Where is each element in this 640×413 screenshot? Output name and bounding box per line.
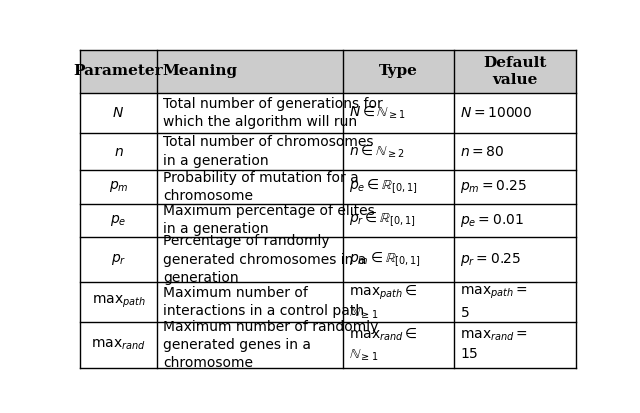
Bar: [80, 50, 576, 93]
Text: $p_e = 0.01$: $p_e = 0.01$: [460, 212, 524, 229]
Text: $N \in \mathbb{N}_{\geq 1}$: $N \in \mathbb{N}_{\geq 1}$: [349, 105, 406, 121]
Text: Percentage of randomly
generated chromosomes in a
generation: Percentage of randomly generated chromos…: [163, 234, 366, 285]
Text: $p_e$: $p_e$: [110, 213, 127, 228]
Text: Maximum percentage of elites
in a generation: Maximum percentage of elites in a genera…: [163, 204, 374, 237]
Text: $p_m$: $p_m$: [109, 179, 128, 194]
Text: $\mathrm{max}_{path} =$
$5$: $\mathrm{max}_{path} =$ $5$: [460, 285, 528, 320]
Text: $\mathrm{max}_{rand}$: $\mathrm{max}_{rand}$: [91, 338, 146, 352]
Text: $p_e \in \mathbb{R}_{[0,1]}$: $p_e \in \mathbb{R}_{[0,1]}$: [349, 178, 417, 196]
Text: Type: Type: [380, 64, 418, 78]
Text: $n \in \mathbb{N}_{\geq 2}$: $n \in \mathbb{N}_{\geq 2}$: [349, 143, 404, 160]
Text: $\mathrm{max}_{path} \in$
$\mathbb{N}_{\geq 1}$: $\mathrm{max}_{path} \in$ $\mathbb{N}_{\…: [349, 283, 417, 321]
Text: $\mathrm{max}_{rand} =$
$15$: $\mathrm{max}_{rand} =$ $15$: [460, 329, 528, 361]
Text: $\mathrm{max}_{path}$: $\mathrm{max}_{path}$: [92, 294, 145, 311]
Text: $N = 10000$: $N = 10000$: [460, 106, 533, 120]
Text: Meaning: Meaning: [163, 64, 238, 78]
Text: $\mathrm{max}_{rand} \in$
$\mathbb{N}_{\geq 1}$: $\mathrm{max}_{rand} \in$ $\mathbb{N}_{\…: [349, 327, 417, 363]
Text: Probability of mutation for a
chromosome: Probability of mutation for a chromosome: [163, 171, 358, 203]
Text: $p_r = 0.25$: $p_r = 0.25$: [460, 251, 522, 268]
Text: Parameter: Parameter: [74, 64, 163, 78]
Text: $n$: $n$: [113, 145, 124, 159]
Text: $p_m = 0.25$: $p_m = 0.25$: [460, 178, 527, 195]
Text: Maximum number of
interactions in a control path: Maximum number of interactions in a cont…: [163, 286, 364, 318]
Text: $p_r$: $p_r$: [111, 252, 126, 267]
Text: Maximum number of randomly
generated genes in a
chromosome: Maximum number of randomly generated gen…: [163, 320, 378, 370]
Text: $p_m \in \mathbb{R}_{[0,1]}$: $p_m \in \mathbb{R}_{[0,1]}$: [349, 251, 420, 269]
Text: $n = 80$: $n = 80$: [460, 145, 505, 159]
Text: Default
value: Default value: [484, 56, 547, 87]
Text: $N$: $N$: [113, 106, 124, 120]
Text: Total number of generations for
which the algorithm will run: Total number of generations for which th…: [163, 97, 383, 129]
Text: Total number of chromosomes
in a generation: Total number of chromosomes in a generat…: [163, 135, 373, 168]
Text: $p_r \in \mathbb{R}_{[0,1]}$: $p_r \in \mathbb{R}_{[0,1]}$: [349, 211, 415, 229]
